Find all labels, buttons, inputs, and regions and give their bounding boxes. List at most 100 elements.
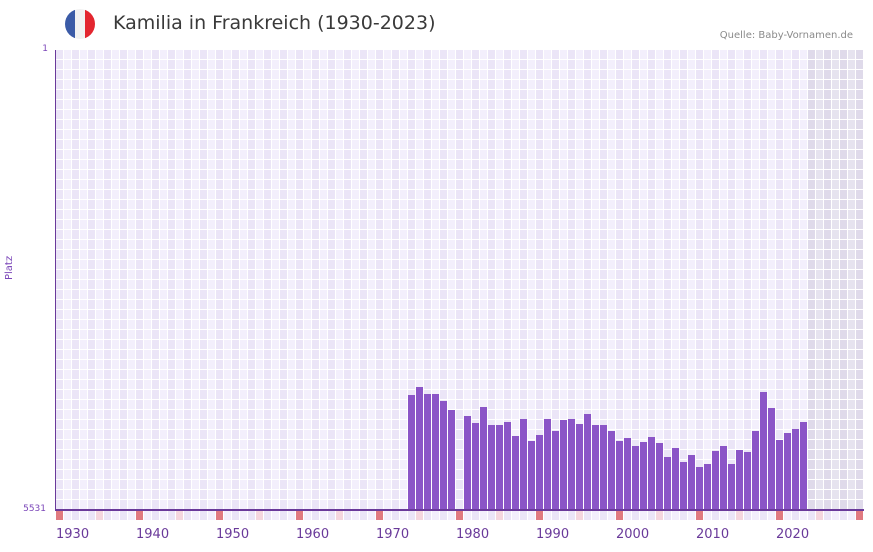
rank-bar[interactable]: [608, 430, 616, 510]
grid-cell: [88, 130, 96, 140]
grid-cell: [272, 50, 280, 60]
rank-bar[interactable]: [440, 400, 448, 510]
rank-bar[interactable]: [792, 428, 800, 510]
rank-bar[interactable]: [632, 445, 640, 510]
grid-cell: [592, 340, 600, 350]
grid-cell: [744, 390, 752, 400]
grid-cell: [432, 50, 440, 60]
rank-bar[interactable]: [712, 450, 720, 510]
grid-cell: [848, 50, 856, 60]
grid-cell: [696, 430, 704, 440]
rank-bar[interactable]: [544, 418, 552, 510]
rank-bar[interactable]: [752, 430, 760, 510]
rank-bar[interactable]: [520, 418, 528, 510]
grid-cell: [848, 490, 856, 500]
rank-bar[interactable]: [664, 456, 672, 510]
rank-bar[interactable]: [560, 419, 568, 510]
rank-bar[interactable]: [624, 437, 632, 510]
grid-cell: [376, 60, 384, 70]
grid-cell: [728, 260, 736, 270]
rank-bar[interactable]: [760, 391, 768, 510]
rank-bar[interactable]: [776, 439, 784, 510]
grid-cell: [712, 200, 720, 210]
grid-cell: [136, 240, 144, 250]
grid-cell: [744, 250, 752, 260]
rank-bar[interactable]: [584, 413, 592, 510]
grid-cell: [376, 340, 384, 350]
grid-cell: [496, 270, 504, 280]
grid-cell: [432, 130, 440, 140]
grid-cell: [576, 190, 584, 200]
rank-bar[interactable]: [488, 424, 496, 510]
grid-cell: [680, 240, 688, 250]
grid-cell: [664, 430, 672, 440]
rank-bar[interactable]: [672, 447, 680, 510]
grid-cell: [656, 150, 664, 160]
rank-bar[interactable]: [576, 423, 584, 510]
grid-cell: [392, 200, 400, 210]
year-tick: [88, 511, 95, 520]
rank-bar[interactable]: [592, 424, 600, 510]
rank-bar[interactable]: [424, 393, 432, 510]
rank-bar[interactable]: [472, 422, 480, 510]
grid-cell: [376, 120, 384, 130]
rank-bar[interactable]: [432, 393, 440, 510]
rank-bar[interactable]: [736, 449, 744, 510]
rank-bar[interactable]: [688, 454, 696, 510]
grid-cell: [160, 220, 168, 230]
rank-bar[interactable]: [696, 466, 704, 510]
grid-cell: [544, 60, 552, 70]
grid-cell: [224, 290, 232, 300]
grid-cell: [736, 240, 744, 250]
rank-bar[interactable]: [784, 432, 792, 510]
rank-bar[interactable]: [744, 451, 752, 510]
year-tick: [840, 511, 847, 520]
rank-bar[interactable]: [728, 463, 736, 510]
rank-bar[interactable]: [768, 407, 776, 510]
rank-bar[interactable]: [600, 424, 608, 510]
grid-cell: [416, 140, 424, 150]
rank-bar[interactable]: [528, 440, 536, 510]
rank-bar[interactable]: [616, 440, 624, 510]
rank-bar[interactable]: [536, 434, 544, 510]
rank-bar[interactable]: [680, 461, 688, 510]
grid-cell: [320, 240, 328, 250]
rank-bar[interactable]: [416, 386, 424, 510]
rank-bar[interactable]: [704, 463, 712, 510]
grid-cell: [704, 210, 712, 220]
grid-cell: [128, 310, 136, 320]
rank-bar[interactable]: [648, 436, 656, 510]
rank-bar[interactable]: [512, 435, 520, 510]
rank-bar[interactable]: [568, 418, 576, 510]
rank-bar[interactable]: [552, 430, 560, 510]
grid-cell: [712, 140, 720, 150]
rank-bar[interactable]: [464, 415, 472, 510]
grid-cell: [360, 330, 368, 340]
grid-cell: [672, 370, 680, 380]
grid-cell: [208, 70, 216, 80]
rank-bar[interactable]: [448, 409, 456, 510]
grid-cell: [136, 130, 144, 140]
grid-cell: [128, 370, 136, 380]
grid-cell: [664, 50, 672, 60]
grid-cell: [552, 110, 560, 120]
rank-bar[interactable]: [504, 421, 512, 510]
rank-bar[interactable]: [496, 424, 504, 510]
year-tick: [280, 511, 287, 520]
grid-cell: [176, 250, 184, 260]
grid-cell: [824, 240, 832, 250]
grid-cell: [488, 190, 496, 200]
rank-bar[interactable]: [480, 406, 488, 510]
grid-cell: [168, 180, 176, 190]
rank-bar[interactable]: [800, 421, 808, 510]
grid-cell: [592, 100, 600, 110]
grid-cell: [680, 170, 688, 180]
rank-bar[interactable]: [720, 445, 728, 510]
rank-bar[interactable]: [408, 394, 416, 510]
grid-cell: [192, 470, 200, 480]
year-tick: [648, 511, 655, 520]
grid-cell: [528, 190, 536, 200]
rank-bar[interactable]: [656, 442, 664, 510]
grid-cell: [464, 150, 472, 160]
rank-bar[interactable]: [640, 441, 648, 510]
